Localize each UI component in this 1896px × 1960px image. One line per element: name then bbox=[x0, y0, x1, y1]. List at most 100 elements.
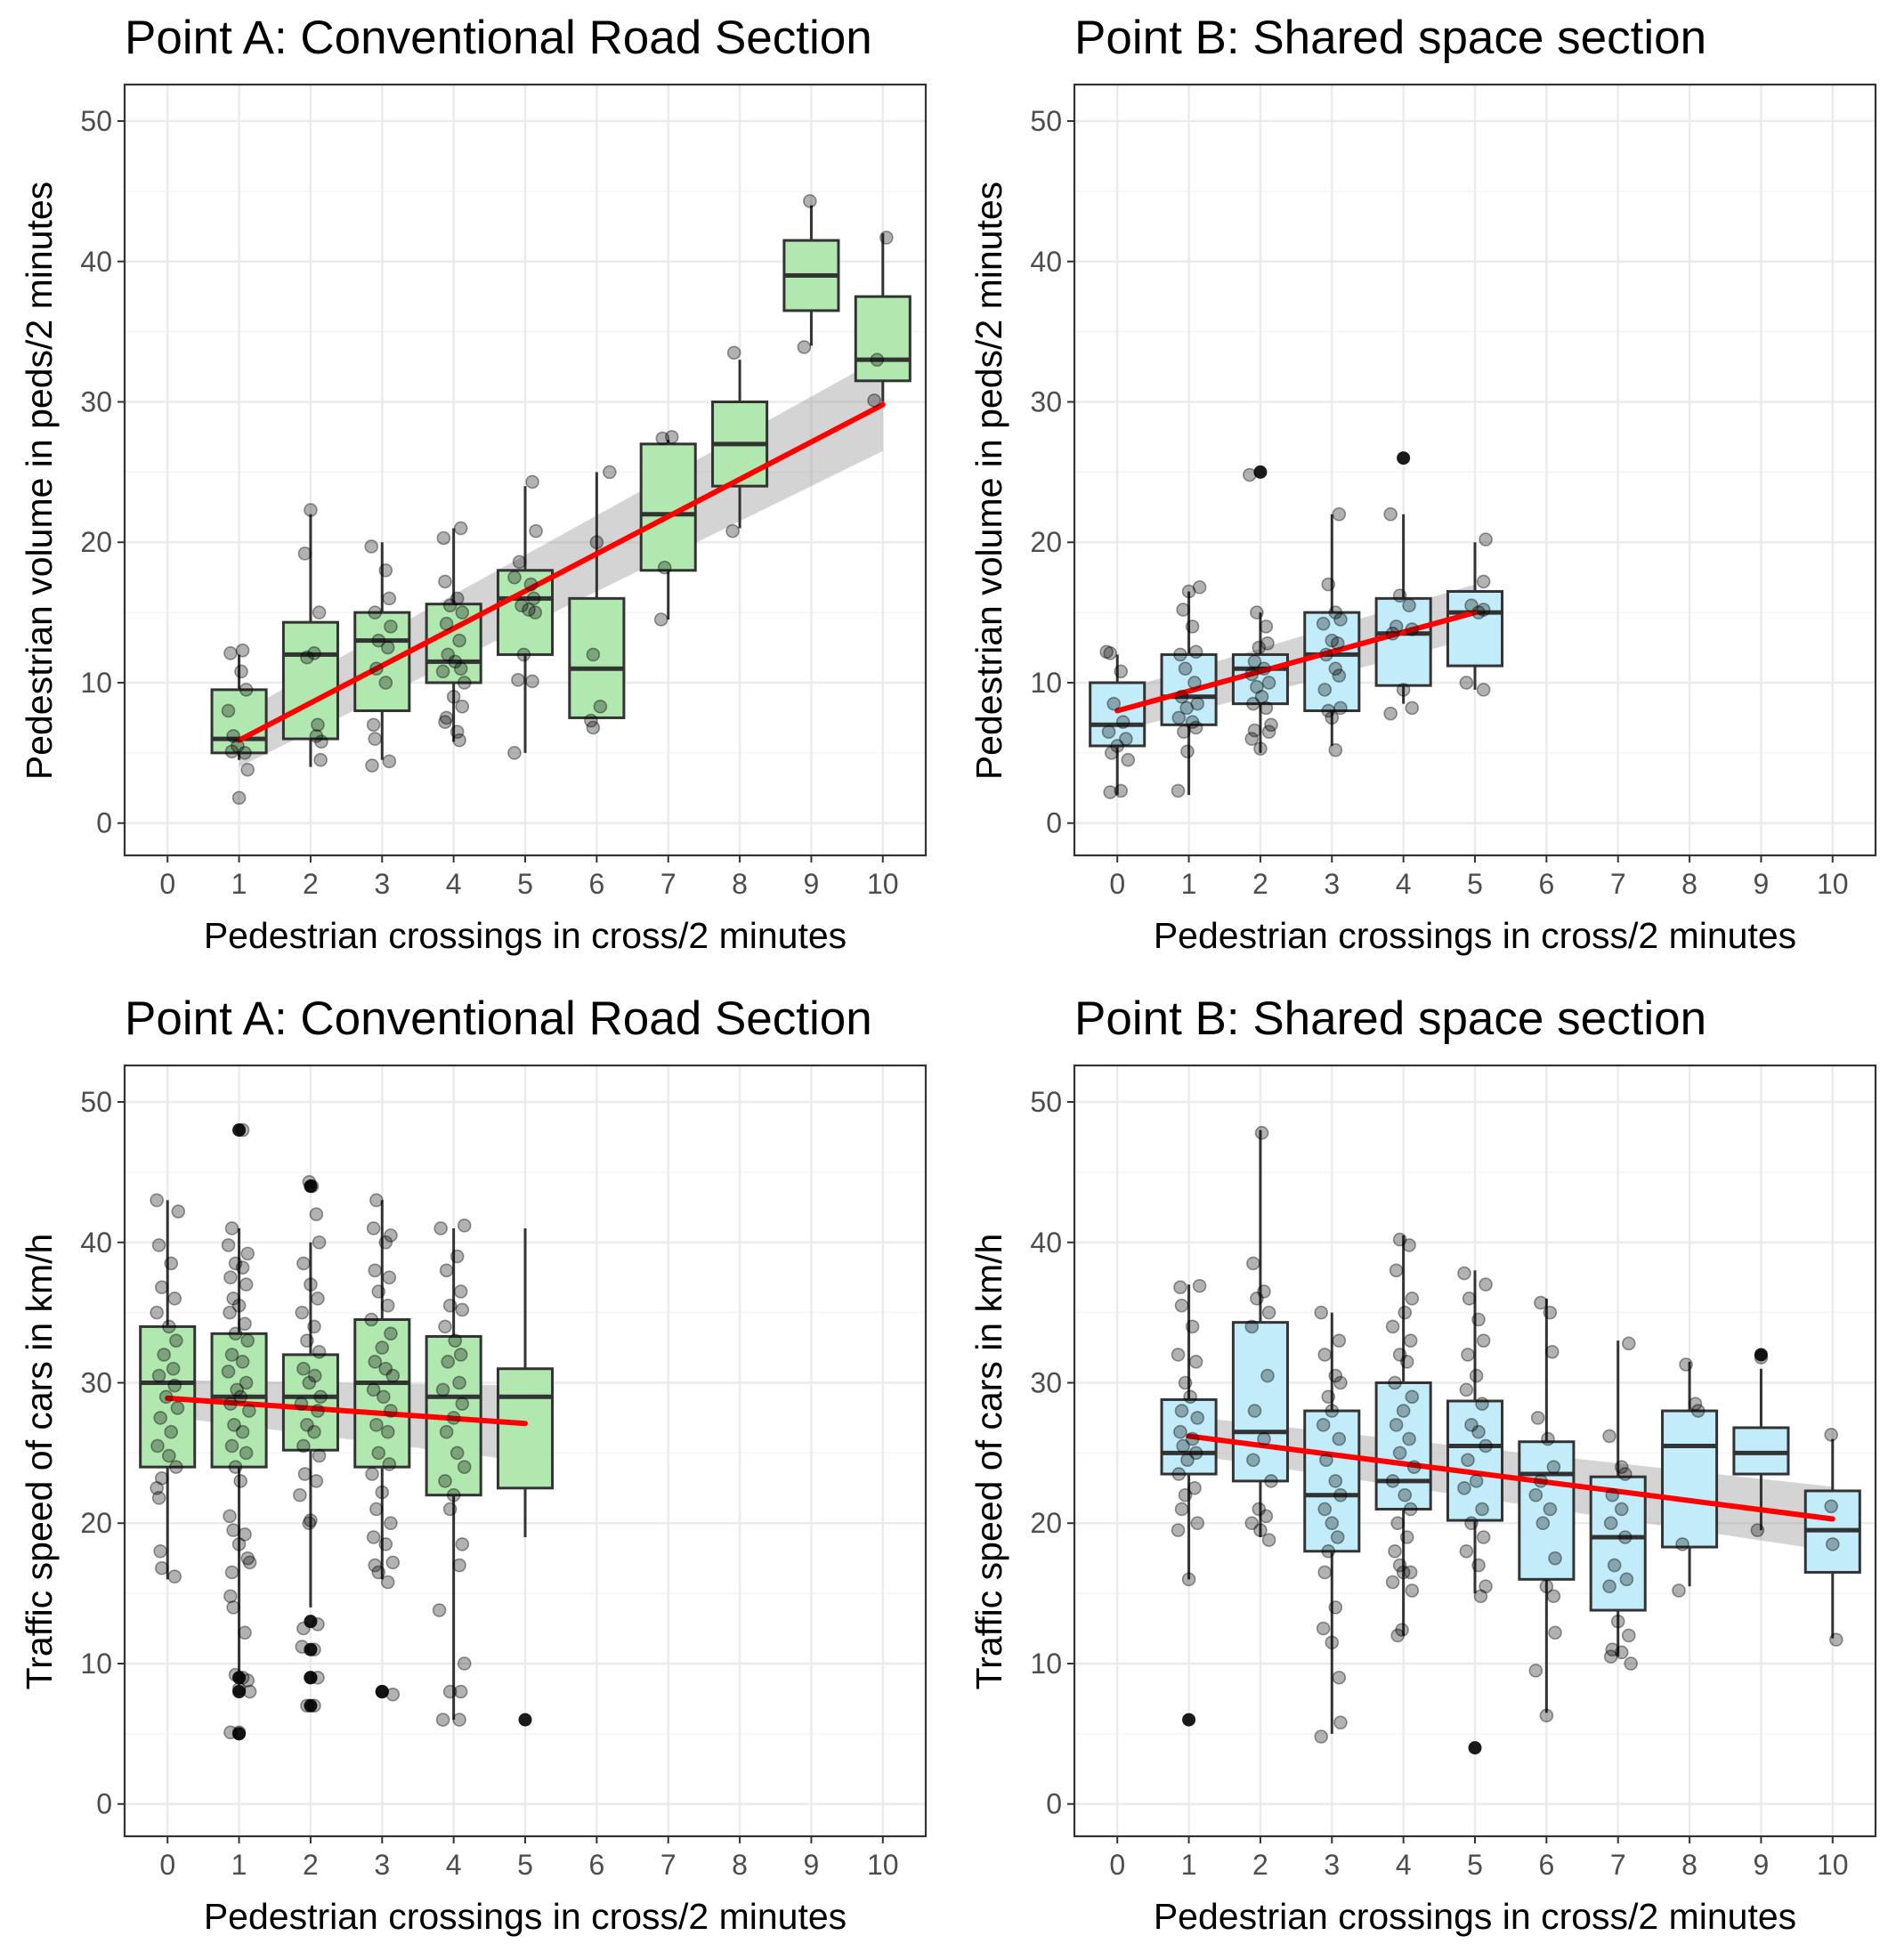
data-point bbox=[1332, 506, 1347, 522]
data-point bbox=[1528, 1664, 1544, 1678]
data-point bbox=[1389, 620, 1404, 634]
data-point bbox=[375, 1340, 390, 1355]
outlier-point bbox=[304, 1179, 318, 1194]
data-point bbox=[1317, 1348, 1333, 1362]
data-point bbox=[228, 1326, 243, 1341]
data-point bbox=[1829, 1632, 1843, 1647]
data-point bbox=[378, 676, 393, 690]
data-point bbox=[235, 643, 250, 658]
y-tick-label: 20 bbox=[1030, 526, 1062, 558]
x-tick-label: 5 bbox=[517, 1849, 533, 1881]
data-point bbox=[433, 1221, 448, 1235]
data-point bbox=[1459, 1543, 1474, 1559]
data-point bbox=[226, 1292, 240, 1306]
data-point bbox=[228, 1667, 243, 1682]
x-axis-label: Pedestrian crossings in cross/2 minutes bbox=[1154, 915, 1796, 956]
data-point bbox=[235, 1260, 250, 1275]
data-point bbox=[385, 1555, 401, 1570]
data-point bbox=[1385, 1575, 1400, 1590]
data-point bbox=[1185, 1319, 1200, 1334]
data-point bbox=[512, 555, 527, 570]
data-point bbox=[296, 1361, 311, 1376]
x-tick-label: 8 bbox=[732, 868, 748, 900]
data-point bbox=[1244, 667, 1260, 682]
box-2 bbox=[1231, 1321, 1289, 1483]
data-point bbox=[385, 1687, 401, 1702]
data-point bbox=[1621, 1628, 1636, 1643]
data-point bbox=[369, 661, 384, 676]
data-point bbox=[375, 1684, 390, 1699]
data-point bbox=[1688, 1397, 1703, 1411]
data-point bbox=[1750, 1523, 1765, 1537]
data-point bbox=[1333, 1487, 1348, 1502]
data-point bbox=[309, 1207, 324, 1222]
data-point bbox=[1257, 1284, 1271, 1299]
data-point bbox=[1177, 725, 1191, 739]
data-point bbox=[1244, 1319, 1260, 1334]
data-point bbox=[1469, 1474, 1484, 1488]
data-point bbox=[1321, 703, 1336, 718]
data-point bbox=[1548, 1625, 1562, 1640]
data-point bbox=[1390, 1628, 1406, 1643]
data-point bbox=[154, 1560, 169, 1575]
data-point bbox=[238, 746, 252, 760]
data-point bbox=[664, 430, 679, 444]
y-tick-label: 20 bbox=[80, 1507, 112, 1539]
data-point bbox=[450, 1446, 465, 1461]
data-point bbox=[1181, 584, 1196, 599]
data-point bbox=[296, 1438, 311, 1454]
data-point bbox=[169, 1333, 183, 1348]
data-point bbox=[1253, 741, 1268, 756]
x-tick-label: 6 bbox=[1538, 1849, 1554, 1881]
data-point bbox=[377, 1389, 391, 1405]
data-point bbox=[293, 1487, 307, 1502]
data-point bbox=[1544, 1344, 1560, 1359]
data-point bbox=[1319, 1453, 1333, 1468]
data-point bbox=[384, 1228, 398, 1243]
data-point bbox=[439, 1424, 454, 1439]
data-point bbox=[150, 1481, 164, 1495]
data-point bbox=[234, 664, 248, 679]
data-point bbox=[457, 1219, 472, 1233]
data-point bbox=[1115, 715, 1130, 729]
x-tick-label: 0 bbox=[1109, 868, 1125, 900]
data-point bbox=[453, 661, 468, 676]
data-point bbox=[1178, 661, 1193, 676]
data-point bbox=[1603, 1516, 1618, 1531]
data-point bbox=[1250, 679, 1264, 694]
x-tick-label: 8 bbox=[1681, 868, 1697, 900]
data-point bbox=[1171, 783, 1186, 798]
data-point bbox=[384, 1326, 398, 1341]
data-point bbox=[1261, 1533, 1276, 1547]
data-point bbox=[1321, 1543, 1336, 1559]
data-point bbox=[223, 1589, 238, 1604]
y-axis-label: Traffic speed of cars in km/h bbox=[968, 1234, 1009, 1690]
data-point bbox=[1246, 696, 1260, 711]
panel-title: Point B: Shared space section bbox=[1074, 992, 1706, 1045]
data-point bbox=[150, 1438, 165, 1454]
data-point bbox=[154, 1280, 169, 1295]
data-point bbox=[384, 1516, 398, 1531]
data-point bbox=[1464, 598, 1479, 613]
data-point bbox=[311, 717, 325, 733]
data-point bbox=[1187, 676, 1202, 690]
data-point bbox=[312, 605, 327, 620]
data-point bbox=[365, 758, 379, 773]
box-0 bbox=[1089, 681, 1147, 748]
data-point bbox=[1403, 1502, 1418, 1517]
data-point bbox=[151, 1238, 166, 1252]
x-tick-label: 9 bbox=[804, 1849, 820, 1881]
data-point bbox=[1602, 1429, 1616, 1444]
data-point bbox=[1103, 646, 1117, 660]
y-tick-label: 0 bbox=[1046, 807, 1062, 839]
data-point bbox=[1328, 605, 1343, 620]
data-point bbox=[311, 1292, 325, 1306]
outlier-point bbox=[304, 1615, 318, 1629]
data-point bbox=[300, 1698, 314, 1713]
data-point bbox=[1260, 636, 1275, 651]
y-tick-label: 30 bbox=[80, 1366, 112, 1398]
data-point bbox=[1390, 1516, 1406, 1531]
data-point bbox=[529, 523, 543, 539]
x-tick-label: 1 bbox=[1181, 868, 1197, 900]
data-point bbox=[235, 1424, 250, 1439]
